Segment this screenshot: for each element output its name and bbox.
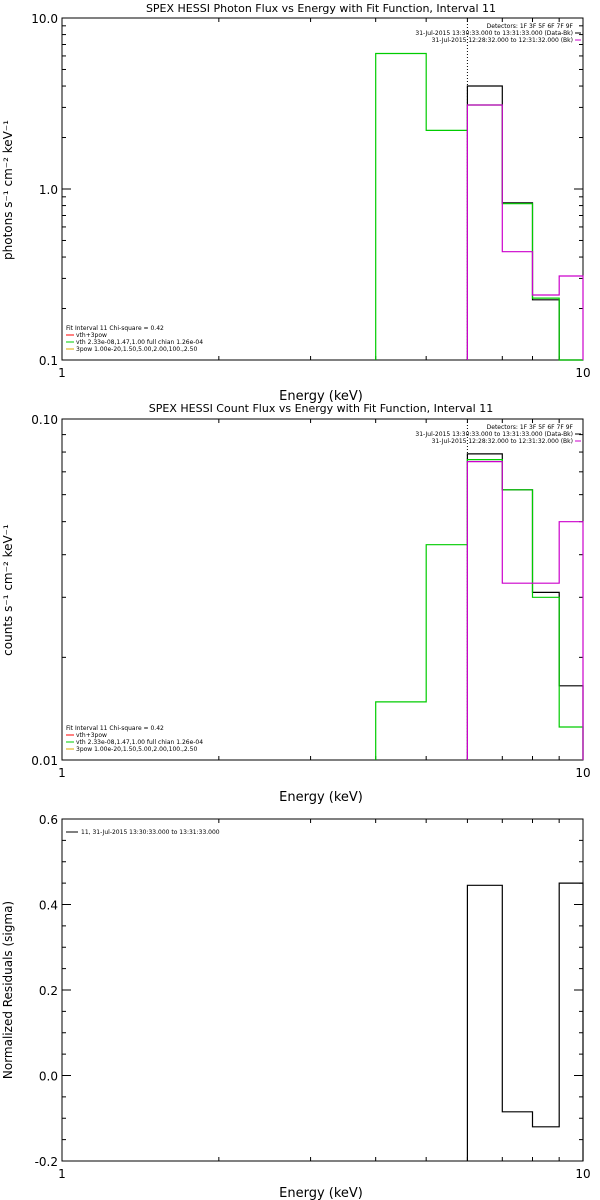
x-axis-label: Energy (keV)	[279, 1186, 363, 1200]
x-tick-label: 1	[58, 366, 66, 380]
y-tick-label: 0.4	[39, 899, 58, 913]
legend-line-3: 3pow 1.00e-20,1.50,5.00,2.00,100.,2.50	[76, 346, 197, 353]
y-tick-label: 10.0	[31, 12, 58, 26]
y-tick-label: 0.2	[39, 984, 58, 998]
legend-line-3: 3pow 1.00e-20,1.50,5.00,2.00,100.,2.50	[76, 746, 197, 753]
legend-line-0: Fit Interval 11 Chi-square = 0.42	[66, 325, 164, 332]
series-0-step-line	[466, 882, 584, 1161]
x-tick-label: 10	[575, 1167, 590, 1181]
y-axis-label: Normalized Residuals (sigma)	[1, 901, 15, 1079]
header-line-0: Detectors: 1F 3F 5F 6F 7F 9F	[487, 23, 574, 30]
residuals-panel: 1 10 -0.2 0.0 0.2 0.4 0.6 11, 31-Jul-2015 13:3…	[1, 813, 591, 1200]
series-0-step-line	[466, 453, 584, 760]
legend-line-0: 11, 31-Jul-2015 13:30:33.000 to 13:31:33…	[81, 829, 220, 836]
legend-line-2: vth 2.33e-08,1.47,1.00 full chian 1.26e-…	[76, 739, 203, 746]
x-axis-label: Energy (keV)	[279, 389, 363, 404]
header-line-2: 31-Jul-2015 12:28:32.000 to 12:31:32.000…	[432, 438, 573, 445]
x-tick-label: 1	[58, 1167, 66, 1181]
y-tick-label: 0.10	[31, 413, 58, 427]
series-2-step-line	[466, 461, 584, 760]
y-tick-label: 0.01	[31, 754, 58, 768]
y-tick-label: 0.1	[39, 354, 58, 368]
legend-line-2: vth 2.33e-08,1.47,1.00 full chian 1.26e-…	[76, 339, 203, 346]
legend-line-0: Fit Interval 11 Chi-square = 0.42	[66, 725, 164, 732]
x-tick-label: 10	[575, 766, 590, 780]
y-axis-label: counts s⁻¹ cm⁻² keV⁻¹	[1, 524, 15, 656]
header-line-1: 31-Jul-2015 13:30:33.000 to 13:31:33.000…	[415, 431, 573, 438]
series-1-step-line	[375, 52, 583, 361]
header-line-1: 31-Jul-2015 13:30:33.000 to 13:31:33.000…	[415, 30, 573, 37]
x-tick-label: 1	[58, 766, 66, 780]
x-tick-label: 10	[575, 366, 590, 380]
y-tick-label: 0.6	[39, 813, 58, 827]
x-axis-label: Energy (keV)	[279, 790, 363, 805]
legend-line-1: vth+3pow	[76, 732, 107, 739]
series-0-step-line	[466, 85, 583, 361]
series-2-step-line	[466, 104, 584, 360]
y-axis-label: photons s⁻¹ cm⁻² keV⁻¹	[1, 120, 15, 260]
plot-frame	[61, 17, 584, 361]
legend-line-1: vth+3pow	[76, 332, 107, 339]
plot-frame	[61, 418, 584, 761]
y-tick-label: 1.0	[39, 183, 58, 197]
plot-frame	[61, 818, 584, 1162]
header-line-0: Detectors: 1F 3F 5F 6F 7F 9F	[487, 424, 574, 431]
count-flux-panel: SPEX HESSI Count Flux vs Energy with Fit…	[1, 402, 591, 805]
series-1-step-line	[375, 459, 584, 760]
panel-title: SPEX HESSI Photon Flux vs Energy with Fi…	[146, 2, 496, 15]
y-tick-label: 0.0	[39, 1070, 58, 1084]
y-tick-label: -0.2	[35, 1155, 58, 1169]
header-line-2: 31-Jul-2015 12:28:32.000 to 12:31:32.000…	[432, 37, 573, 44]
panel-title: SPEX HESSI Count Flux vs Energy with Fit…	[149, 402, 493, 415]
photon-flux-panel: SPEX HESSI Photon Flux vs Energy with Fi…	[1, 2, 591, 404]
